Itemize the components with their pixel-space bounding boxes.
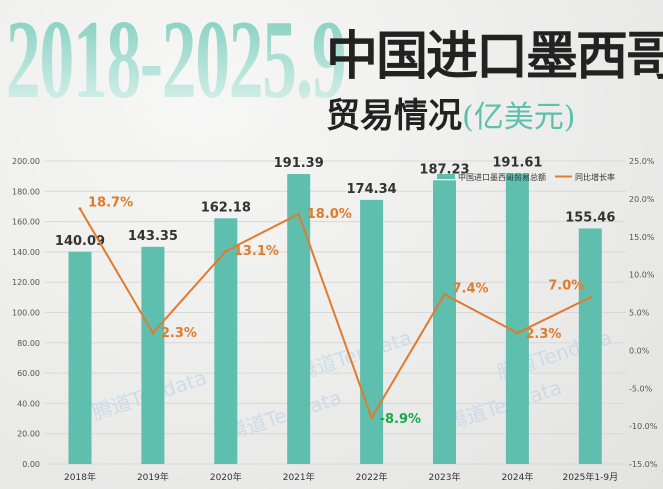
x-axis-tick: 2018年 <box>64 471 96 483</box>
growth-rate-label: 7.0% <box>548 278 584 293</box>
line-point <box>297 212 301 216</box>
line-point <box>78 207 82 211</box>
right-axis-tick: -15.0% <box>629 460 658 469</box>
bar-value-label: 155.46 <box>565 210 615 225</box>
legend-line-label: 同比增长率 <box>575 172 615 182</box>
x-axis-tick: 2021年 <box>283 471 315 483</box>
bar-value-label: 187.23 <box>419 162 469 177</box>
growth-rate-label: 2.3% <box>161 326 197 341</box>
bar-value-label: 191.61 <box>492 156 542 171</box>
line-point <box>443 292 446 296</box>
left-axis-tick: 180.00 <box>12 187 40 196</box>
right-axis-tick: 25.0% <box>629 157 655 166</box>
x-axis-tick: 2024年 <box>501 471 533 483</box>
bar-value-label: 162.18 <box>201 200 251 215</box>
left-axis-tick: 140.00 <box>12 248 40 257</box>
left-axis-tick: 200.00 <box>12 157 40 166</box>
left-axis-tick: 60.00 <box>17 369 40 378</box>
left-axis-tick: 100.00 <box>12 309 40 318</box>
right-axis-tick: 20.0% <box>629 195 655 204</box>
growth-rate-line <box>79 208 591 421</box>
x-axis-tick: 2020年 <box>210 471 242 483</box>
bar <box>287 174 311 465</box>
line-point <box>515 331 519 335</box>
right-axis-tick: -10.0% <box>629 422 658 431</box>
left-axis-tick: 0.00 <box>22 460 40 469</box>
bar <box>141 246 165 464</box>
bar-value-label: 143.35 <box>128 229 178 244</box>
growth-rate-label: 2.3% <box>525 327 561 342</box>
x-axis-tick: 2023年 <box>429 471 461 483</box>
subtitle-text: 贸易情况 <box>326 96 462 136</box>
growth-rate-label: 18.0% <box>307 207 352 222</box>
left-axis-tick: 40.00 <box>17 399 40 408</box>
right-axis-tick: 15.0% <box>629 233 655 242</box>
watermark: 腾道Tendata <box>224 385 344 445</box>
right-axis-tick: 5.0% <box>629 309 650 318</box>
bar-value-label: 191.39 <box>274 156 324 171</box>
bar <box>433 180 456 464</box>
bar <box>360 199 384 465</box>
legend-bar-swatch <box>437 174 455 179</box>
line-point <box>588 295 592 299</box>
left-axis-tick: 160.00 <box>12 218 40 227</box>
bar-value-label: 174.34 <box>347 182 397 197</box>
line-point <box>224 249 228 253</box>
bar <box>214 218 238 464</box>
bar-value-label: 140.09 <box>55 234 105 249</box>
page-title: 中国进口墨西哥 <box>326 26 663 87</box>
unit-label: (亿美元) <box>462 100 576 135</box>
bar <box>68 251 92 464</box>
bar <box>578 228 602 464</box>
growth-rate-label: 13.1% <box>234 244 279 259</box>
watermark: 腾道Tendata <box>444 375 564 435</box>
x-axis-tick: 2025年1-9月 <box>562 471 618 483</box>
right-axis-tick: 10.0% <box>629 271 655 280</box>
left-axis-tick: 80.00 <box>17 339 40 348</box>
year-range-title: 2018-2025.9 <box>6 0 347 122</box>
right-axis-tick: -5.0% <box>629 384 653 393</box>
left-axis-tick: 20.00 <box>17 430 40 439</box>
x-axis-tick: 2019年 <box>137 471 169 483</box>
bar <box>505 173 529 464</box>
line-point <box>370 416 374 420</box>
x-axis-tick: 2022年 <box>356 471 388 483</box>
growth-rate-label: 7.4% <box>453 281 489 296</box>
right-axis-tick: 0.0% <box>629 346 650 355</box>
line-point <box>151 331 155 335</box>
page-subtitle: 贸易情况(亿美元) <box>326 88 575 137</box>
legend-bar-label: 中国进口墨西哥贸易总额 <box>458 172 546 182</box>
growth-rate-label: 18.7% <box>88 196 133 211</box>
growth-rate-label: -8.9% <box>380 412 421 427</box>
left-axis-tick: 120.00 <box>12 278 40 287</box>
